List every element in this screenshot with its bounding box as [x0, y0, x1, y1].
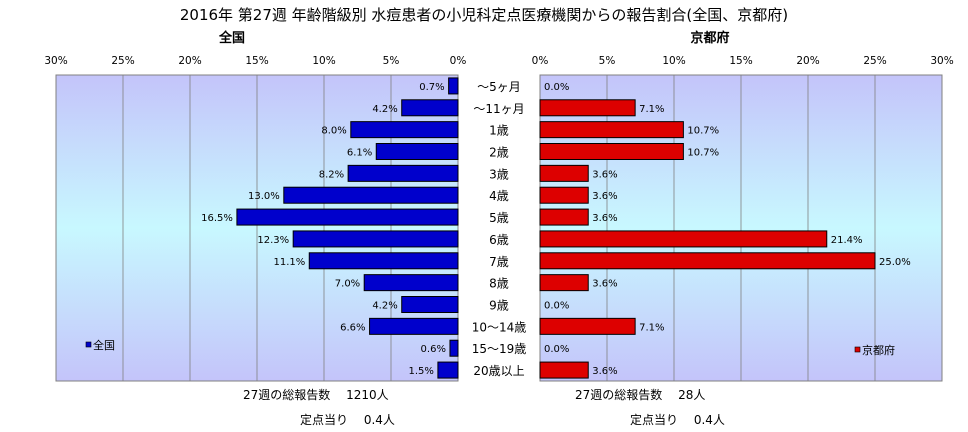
national-data-label: 4.2%: [372, 301, 397, 312]
kyoto-x-tick-label: 15%: [729, 55, 752, 67]
national-x-tick-label: 5%: [383, 55, 400, 67]
national-bar: [308, 252, 459, 270]
kyoto-data-label: 7.1%: [639, 104, 664, 115]
national-bar: [449, 339, 459, 357]
age-category-label: 4歳: [489, 189, 509, 203]
kyoto-x-tick-label: 30%: [930, 55, 953, 67]
national-x-tick-label: 0%: [450, 55, 467, 67]
national-x-tick-label: 15%: [245, 55, 268, 67]
national-data-label: 6.1%: [347, 148, 372, 159]
national-x-tick-label: 20%: [178, 55, 201, 67]
age-category-label: 1歳: [489, 124, 509, 138]
age-category-label: 6歳: [489, 233, 509, 247]
national-legend-swatch: [85, 341, 92, 348]
national-bar: [236, 208, 459, 226]
national-data-label: 0.6%: [421, 344, 446, 355]
national-bar: [283, 186, 459, 204]
age-category-label: 15～19歳: [472, 342, 527, 356]
kyoto-x-tick-label: 25%: [863, 55, 886, 67]
kyoto-data-label: 21.4%: [831, 235, 863, 246]
kyoto-bar: [539, 99, 636, 117]
national-bar: [401, 99, 459, 117]
kyoto-total-reports: 27週の総報告数 28人: [575, 388, 706, 402]
kyoto-data-label: 0.0%: [544, 301, 569, 312]
age-category-label: 7歳: [489, 255, 509, 269]
national-bar: [292, 230, 459, 248]
age-category-label: 10～14歳: [472, 320, 527, 334]
kyoto-bar: [539, 208, 589, 226]
kyoto-legend-swatch: [854, 346, 861, 353]
age-category-label: ～5ヶ月: [477, 80, 521, 94]
age-category-label: 20歳以上: [473, 364, 524, 378]
kyoto-data-label: 0.0%: [544, 82, 569, 93]
kyoto-panel-title: 京都府: [690, 31, 730, 46]
kyoto-bar: [539, 317, 636, 335]
national-data-label: 8.2%: [319, 169, 344, 180]
kyoto-data-label: 3.6%: [592, 279, 617, 290]
age-category-label: 8歳: [489, 277, 509, 291]
kyoto-bar: [539, 274, 589, 292]
age-category-label: 3歳: [489, 167, 509, 181]
kyoto-per-site: 定点当り 0.4人: [630, 413, 725, 427]
kyoto-data-label: 3.6%: [592, 213, 617, 224]
national-x-tick-label: 25%: [111, 55, 134, 67]
kyoto-data-label: 10.7%: [687, 126, 719, 137]
kyoto-data-label: 10.7%: [687, 148, 719, 159]
age-category-label: ～11ヶ月: [473, 102, 524, 116]
kyoto-data-label: 7.1%: [639, 322, 664, 333]
kyoto-bar: [539, 252, 876, 270]
national-panel-title: 全国: [218, 31, 245, 46]
national-bar: [347, 164, 459, 182]
kyoto-x-tick-label: 20%: [796, 55, 819, 67]
age-category-label: 2歳: [489, 146, 509, 160]
chart-title: 2016年 第27週 年齢階級別 水痘患者の小児科定点医療機関からの報告割合(全…: [179, 6, 789, 24]
kyoto-x-tick-label: 0%: [532, 55, 549, 67]
national-bar: [401, 296, 459, 313]
national-bar: [437, 361, 459, 379]
kyoto-data-label: 25.0%: [879, 257, 911, 268]
national-legend-label: 全国: [93, 338, 115, 352]
kyoto-legend-label: 京都府: [862, 343, 895, 357]
kyoto-data-label: 3.6%: [592, 169, 617, 180]
kyoto-x-tick-label: 10%: [662, 55, 685, 67]
national-data-label: 12.3%: [257, 235, 289, 246]
kyoto-data-label: 3.6%: [592, 191, 617, 202]
kyoto-data-label: 0.0%: [544, 344, 569, 355]
national-data-label: 7.0%: [335, 279, 360, 290]
national-per-site: 定点当り 0.4人: [300, 413, 395, 427]
national-data-label: 6.6%: [340, 322, 365, 333]
national-x-tick-label: 10%: [312, 55, 335, 67]
kyoto-bar: [539, 143, 684, 160]
national-total-reports: 27週の総報告数 1210人: [243, 388, 389, 402]
kyoto-bar: [539, 230, 828, 248]
national-bar: [448, 77, 459, 95]
age-category-label: 9歳: [489, 299, 509, 313]
age-category-label: 5歳: [489, 211, 509, 225]
kyoto-bar: [539, 186, 589, 204]
national-data-label: 11.1%: [273, 257, 305, 268]
national-bar: [363, 274, 459, 292]
national-x-tick-label: 30%: [44, 55, 67, 67]
kyoto-data-label: 3.6%: [592, 366, 617, 377]
national-bar: [369, 317, 459, 335]
national-data-label: 16.5%: [201, 213, 233, 224]
kyoto-bar: [539, 361, 589, 379]
national-data-label: 13.0%: [248, 191, 280, 202]
national-data-label: 1.5%: [408, 366, 433, 377]
national-data-label: 4.2%: [372, 104, 397, 115]
national-data-label: 8.0%: [321, 126, 346, 137]
kyoto-bar: [539, 121, 684, 139]
national-bar: [350, 121, 459, 139]
kyoto-x-tick-label: 5%: [599, 55, 616, 67]
kyoto-bar: [539, 164, 589, 182]
national-data-label: 0.7%: [419, 82, 444, 93]
national-bar: [375, 143, 459, 160]
